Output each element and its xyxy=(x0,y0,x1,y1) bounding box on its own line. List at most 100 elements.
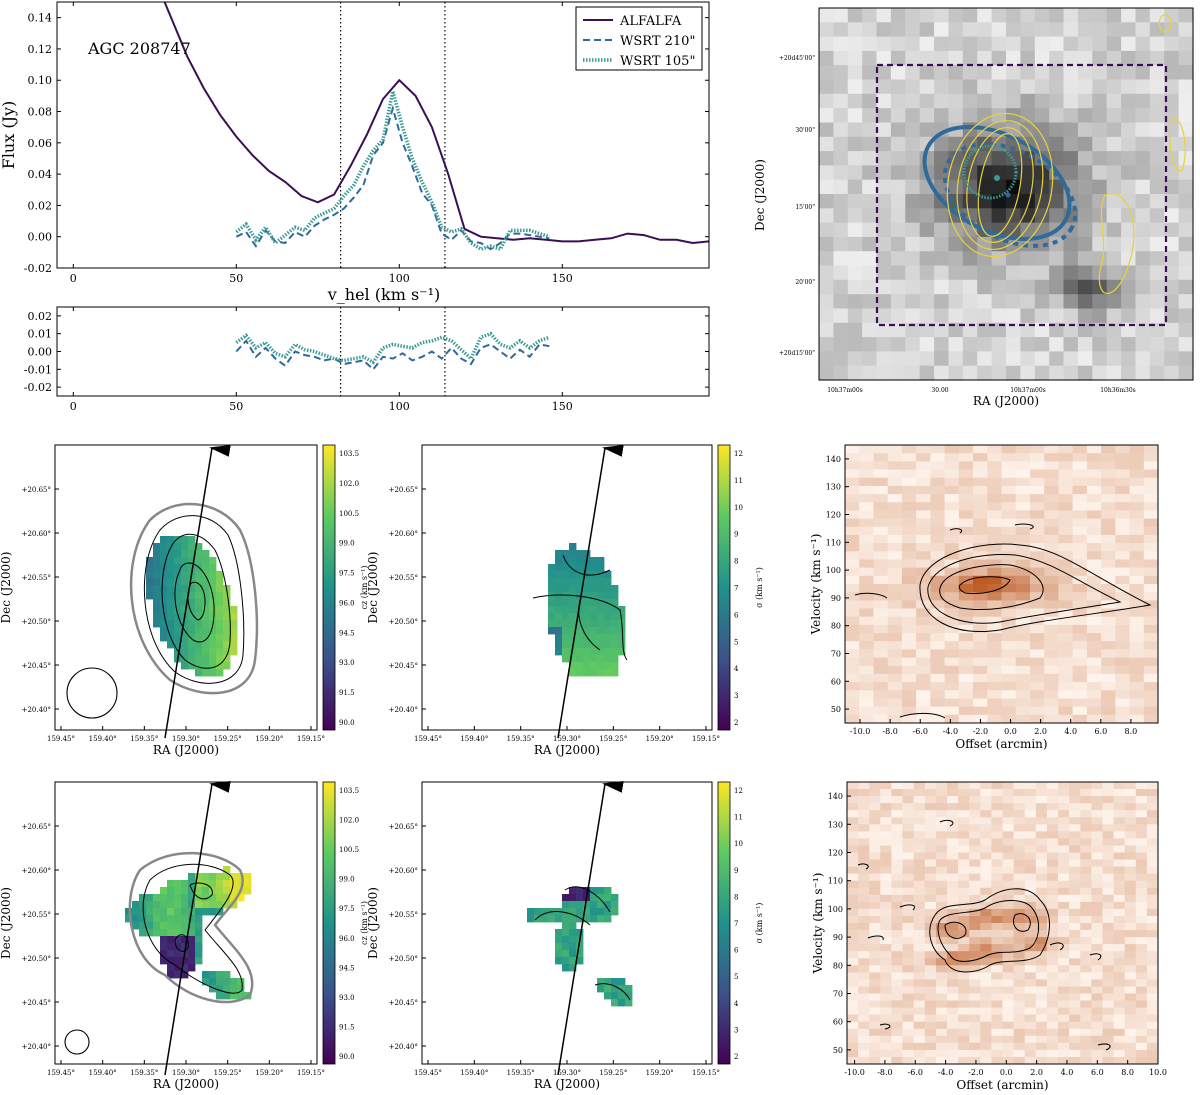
optical-pixel xyxy=(1106,179,1122,195)
pv_210-ytick-label-1: 130 xyxy=(826,483,841,492)
pv_105-pixel xyxy=(991,803,1003,811)
pv_105-pixel xyxy=(1135,894,1148,903)
pv_210-pixel xyxy=(873,494,889,503)
pv_105-pixel xyxy=(947,880,959,889)
dispersion_105-pixel xyxy=(604,908,612,916)
pv_105-pixel xyxy=(1024,930,1037,938)
pv_210-xtick-label-1: -8.0 xyxy=(882,727,897,736)
pv_105-pixel xyxy=(1024,880,1037,889)
velocity_105-pixel xyxy=(202,894,210,902)
spectrum-ytick-label-3: 0.04 xyxy=(28,168,53,181)
pv_210-pixel xyxy=(859,485,874,495)
velocity_210-pixel xyxy=(202,585,210,593)
pv_105-pixel xyxy=(1135,824,1148,832)
pv_105-pixel xyxy=(991,908,1003,917)
optical-pixel xyxy=(1121,165,1137,181)
velocity_210-pixel xyxy=(167,599,175,607)
pv_105-pixel xyxy=(1046,944,1059,952)
pv_210-pixel xyxy=(901,510,917,520)
legend-label-1: WSRT 210" xyxy=(620,34,695,49)
pv_105-pixel xyxy=(1080,901,1092,910)
velocity_210-pixel xyxy=(181,557,189,565)
velocity_105-pixel xyxy=(244,880,252,888)
pv_210-pixel xyxy=(1044,624,1059,634)
pv_105-pixel xyxy=(980,1007,992,1016)
pv_105-pixel xyxy=(1069,810,1081,818)
pv_210-pixel xyxy=(1030,682,1045,691)
pv_105-pixel xyxy=(891,930,903,938)
pv_105-pixel xyxy=(1035,965,1048,973)
velocity_105-pixel xyxy=(167,964,175,972)
pv_105-pixel xyxy=(880,937,892,945)
dispersion_105-pixel xyxy=(590,901,598,909)
velocity_105-pixel xyxy=(174,950,182,958)
optical-pixel xyxy=(1178,22,1194,38)
dispersion_105-cbar-tick-9: 3 xyxy=(734,1026,738,1034)
velocity_105-pixel xyxy=(174,943,182,951)
pv_210-pixel xyxy=(1058,682,1074,691)
pv_105-pixel xyxy=(1046,803,1059,811)
dispersion_210-pixel xyxy=(597,585,605,593)
pv_105-pixel xyxy=(924,866,937,875)
pv_210-pixel xyxy=(944,682,960,691)
velocity_105-pixel xyxy=(230,873,238,881)
pv_210-pixel xyxy=(958,526,974,536)
pv_210-pixel xyxy=(958,649,974,659)
pv_210-pixel xyxy=(1015,657,1031,667)
pv_105-pixel xyxy=(1146,944,1159,952)
pv_105-pixel xyxy=(847,1014,859,1023)
pv_105-pixel xyxy=(1113,1057,1126,1065)
pv_105-pixel xyxy=(1135,1028,1148,1037)
optical-pixel xyxy=(1164,365,1180,381)
pv_105-pixel xyxy=(1124,873,1137,882)
pv_105-pixel xyxy=(1002,831,1015,839)
pv_105-pixel xyxy=(935,824,948,832)
pv_210-pixel xyxy=(930,518,946,528)
pv_210-pixel xyxy=(1001,657,1017,667)
pv_105-pixel xyxy=(891,796,903,804)
pv_105-pixel xyxy=(1102,1057,1115,1065)
pv_210-pixel xyxy=(958,518,974,528)
pv_210-pixel xyxy=(1101,584,1116,593)
pv_105-pixel xyxy=(880,916,892,924)
pv_105-pixel xyxy=(1102,916,1115,924)
dispersion_105-contour-0 xyxy=(564,886,611,913)
pv_210-pixel xyxy=(944,567,960,577)
pv_105-pixel xyxy=(869,789,881,797)
optical-pixel xyxy=(890,8,906,23)
pv_105-pixel xyxy=(1113,930,1126,938)
pv_210-pixel xyxy=(916,510,931,520)
pv_105-xtick-label-10: 10.0 xyxy=(1149,1068,1167,1077)
optical-pixel xyxy=(847,8,863,23)
pv_105-pixel xyxy=(991,923,1003,931)
velocity_210-xtick-label-6: 159.15° xyxy=(297,735,325,743)
pv_210-pixel xyxy=(930,641,946,650)
velocity_105-pixel xyxy=(216,901,224,909)
pv_210-pixel xyxy=(1058,690,1074,699)
pv_105-pixel xyxy=(1002,1057,1015,1065)
pv_210-pixel xyxy=(973,641,988,650)
pv_105-contour-6 xyxy=(1049,942,1064,951)
optical-pixel xyxy=(962,108,978,124)
pv_105-pixel xyxy=(913,817,926,825)
velocity_105-pixel xyxy=(139,915,147,923)
velocity_105-pixel xyxy=(160,950,168,958)
velocity_105-pixel xyxy=(146,901,154,909)
pv_210-pixel xyxy=(958,657,974,667)
pv_105-pixel xyxy=(1035,838,1048,846)
pv_210-pixel xyxy=(1129,641,1145,650)
optical-pixel xyxy=(1063,122,1079,138)
dispersion_210-pixel xyxy=(548,613,556,621)
pv_105-pixel xyxy=(1124,1042,1137,1051)
optical-pixel xyxy=(1149,236,1165,252)
velocity_210-cbar-tick-7: 93.0 xyxy=(339,659,355,667)
optical-pixel xyxy=(1164,279,1180,295)
dispersion_210-pixel xyxy=(604,571,612,579)
velocity_210-xtick-label-5: 159.20° xyxy=(255,735,283,743)
dispersion_105-pixel xyxy=(562,929,570,937)
pv_105-pixel xyxy=(1135,782,1148,790)
pv_105-pixel xyxy=(991,1028,1003,1037)
dispersion_105-pixel xyxy=(604,901,612,909)
pv_210-pixel xyxy=(987,706,1002,716)
pv_105-pixel xyxy=(1058,831,1070,839)
